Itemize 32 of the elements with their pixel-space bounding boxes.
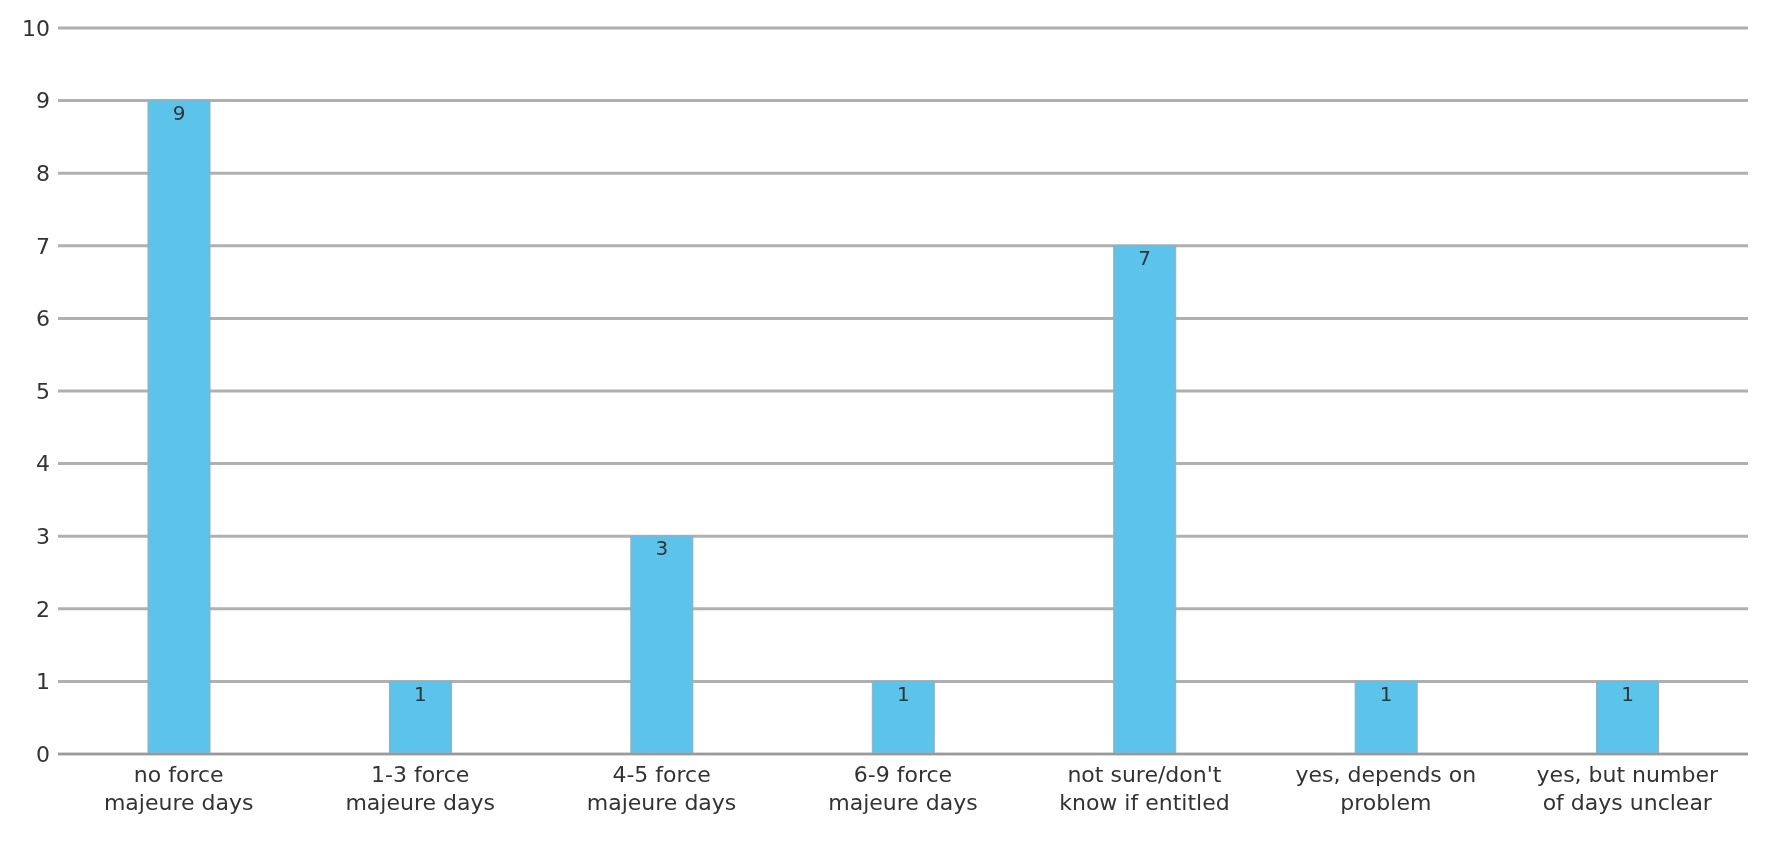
x-tick-label: no force majeure days: [103, 762, 254, 815]
bar: [1113, 245, 1177, 754]
y-tick-label: 0: [36, 741, 50, 767]
x-tick-label: not sure/don't know if entitled: [1059, 762, 1230, 815]
y-tick-label: 9: [36, 88, 50, 114]
bar: [388, 680, 452, 754]
y-tick-label: 1: [36, 669, 50, 695]
y-tick-label: 5: [36, 378, 50, 404]
data-label: 9: [172, 100, 186, 125]
x-tick-label: yes, but number of days unclear: [1536, 762, 1719, 815]
data-label: 1: [414, 681, 427, 706]
y-tick-label: 6: [36, 306, 50, 332]
x-tick-label: 4-5 force majeure days: [586, 762, 737, 815]
bar: [1354, 680, 1418, 754]
y-tick-label: 7: [36, 233, 50, 259]
data-label: 1: [1621, 681, 1634, 706]
y-tick-label: 4: [36, 451, 50, 477]
x-tick-label: 1-3 force majeure days: [345, 762, 495, 815]
bar: [147, 100, 211, 754]
y-tick-label: 10: [22, 15, 50, 41]
data-label: 3: [655, 536, 669, 561]
bar: [871, 680, 935, 754]
y-tick-label: 8: [36, 161, 50, 187]
data-label: 7: [1138, 246, 1152, 270]
bar: [1596, 680, 1660, 754]
data-label: 1: [1379, 681, 1393, 706]
bar: [630, 535, 694, 754]
data-label: 1: [896, 681, 910, 706]
y-tick-label: 2: [36, 596, 50, 622]
x-tick-label: 6-9 force majeure days: [828, 762, 978, 815]
y-tick-label: 3: [36, 524, 50, 550]
x-tick-label: yes, depends on problem: [1295, 762, 1477, 815]
